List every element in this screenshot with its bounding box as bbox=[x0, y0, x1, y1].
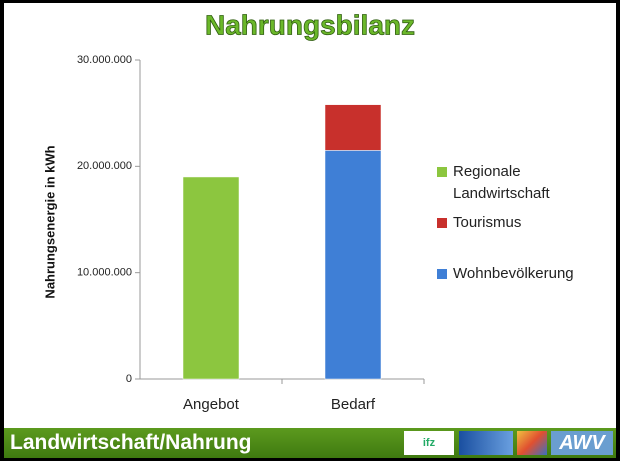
slide: Nahrungsbilanz Nahrungsenergie in kWh 0 1… bbox=[4, 3, 616, 458]
legend-item: Tourismus bbox=[437, 212, 603, 234]
bar-segment bbox=[182, 176, 240, 380]
y-tick-label: 20.000.000 bbox=[77, 160, 132, 172]
bar-segment bbox=[324, 104, 382, 151]
chart: Nahrungsbilanz Nahrungsenergie in kWh 0 1… bbox=[42, 9, 425, 413]
legend-item: Regionale Landwirtschaft bbox=[437, 161, 553, 205]
legend-label: Regionale Landwirtschaft bbox=[453, 163, 550, 202]
legend-label: Wohnbevölkerung bbox=[453, 265, 574, 282]
y-axis-label: Nahrungsenergie in kWh bbox=[42, 145, 57, 298]
logo: ifz bbox=[404, 431, 454, 455]
footer-title: Landwirtschaft/Nahrung bbox=[10, 431, 252, 454]
logo-graphic bbox=[517, 431, 547, 455]
legend-swatch bbox=[437, 269, 447, 279]
x-tick-label: Angebot bbox=[183, 396, 240, 413]
bar-segment bbox=[324, 150, 382, 380]
logo: AWV bbox=[551, 431, 613, 455]
legend-swatch bbox=[437, 218, 447, 228]
chart-title: Nahrungsbilanz bbox=[205, 9, 415, 40]
y-tick-label: 0 bbox=[126, 373, 132, 385]
y-tick-label: 30.000.000 bbox=[77, 54, 132, 66]
x-tick-label: Bedarf bbox=[331, 396, 376, 413]
logo-graphic bbox=[459, 431, 513, 455]
legend-label: Tourismus bbox=[453, 214, 522, 231]
y-tick-label: 10.000.000 bbox=[77, 267, 132, 279]
legend-swatch bbox=[437, 167, 447, 177]
legend-item: Wohnbevölkerung bbox=[437, 263, 603, 285]
footer: Landwirtschaft/Nahrung ifz AWV bbox=[4, 428, 616, 458]
